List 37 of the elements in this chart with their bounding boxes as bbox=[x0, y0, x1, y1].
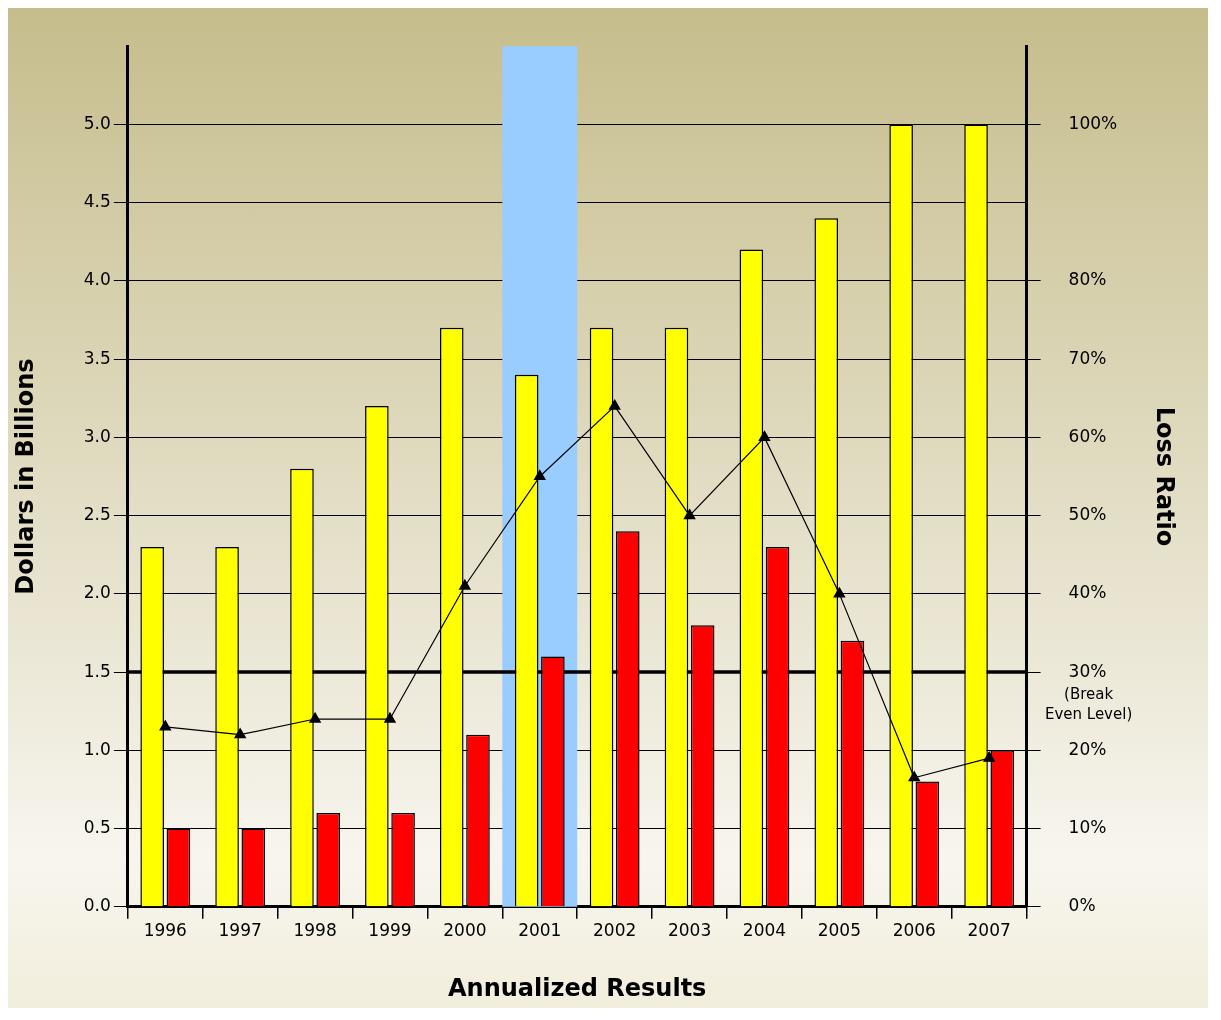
y2-tick-label: 70% bbox=[1068, 347, 1107, 368]
y-tick-label: 2.0 bbox=[83, 582, 111, 603]
y2-tick-label: 30% bbox=[1068, 660, 1107, 681]
y-tick-label: 1.5 bbox=[83, 660, 111, 681]
x-tick-label: 2002 bbox=[593, 920, 637, 941]
x-tick-label: 1996 bbox=[143, 920, 187, 941]
x-tick-label: 2004 bbox=[742, 920, 787, 941]
x-tick-label: 1998 bbox=[293, 920, 337, 941]
y2-tick-label: 60% bbox=[1068, 425, 1107, 446]
y-tick-label: 3.5 bbox=[83, 347, 111, 368]
x-tick-label: 2007 bbox=[967, 920, 1011, 941]
x-tick-label: 2005 bbox=[817, 920, 861, 941]
x-tick-label: 2006 bbox=[892, 920, 936, 941]
y-tick-label: 0.0 bbox=[83, 895, 111, 916]
x-tick-label: 2001 bbox=[518, 920, 562, 941]
ref-line-label: (Break Even Level) bbox=[1044, 685, 1133, 724]
y-tick-label: 4.5 bbox=[83, 191, 111, 212]
x-axis-title: Annualized Results bbox=[448, 973, 707, 1002]
y-tick-label: 3.0 bbox=[83, 425, 111, 446]
y2-tick-label: 0% bbox=[1068, 895, 1096, 916]
y-tick-label: 2.5 bbox=[83, 504, 111, 525]
y-tick-label: 4.0 bbox=[83, 269, 111, 290]
y2-tick-label: 40% bbox=[1068, 582, 1107, 603]
y2-tick-label: 20% bbox=[1068, 738, 1107, 759]
y2-tick-label: 80% bbox=[1068, 269, 1107, 290]
y2-tick-label: 100% bbox=[1068, 112, 1118, 133]
y2-axis-title: Loss Ratio bbox=[1151, 406, 1180, 547]
y-tick-label: 5.0 bbox=[83, 112, 111, 133]
y2-tick-label: 10% bbox=[1068, 816, 1107, 837]
x-tick-label: 2003 bbox=[667, 920, 712, 941]
x-tick-label: 2000 bbox=[443, 920, 487, 941]
y-axis-title: Dollars in Billions bbox=[10, 358, 39, 595]
y2-tick-label: 50% bbox=[1068, 504, 1107, 525]
x-tick-label: 1997 bbox=[218, 920, 262, 941]
y-tick-label: 1.0 bbox=[83, 738, 111, 759]
y-tick-label: 0.5 bbox=[83, 816, 111, 837]
x-tick-label: 1999 bbox=[368, 920, 412, 941]
